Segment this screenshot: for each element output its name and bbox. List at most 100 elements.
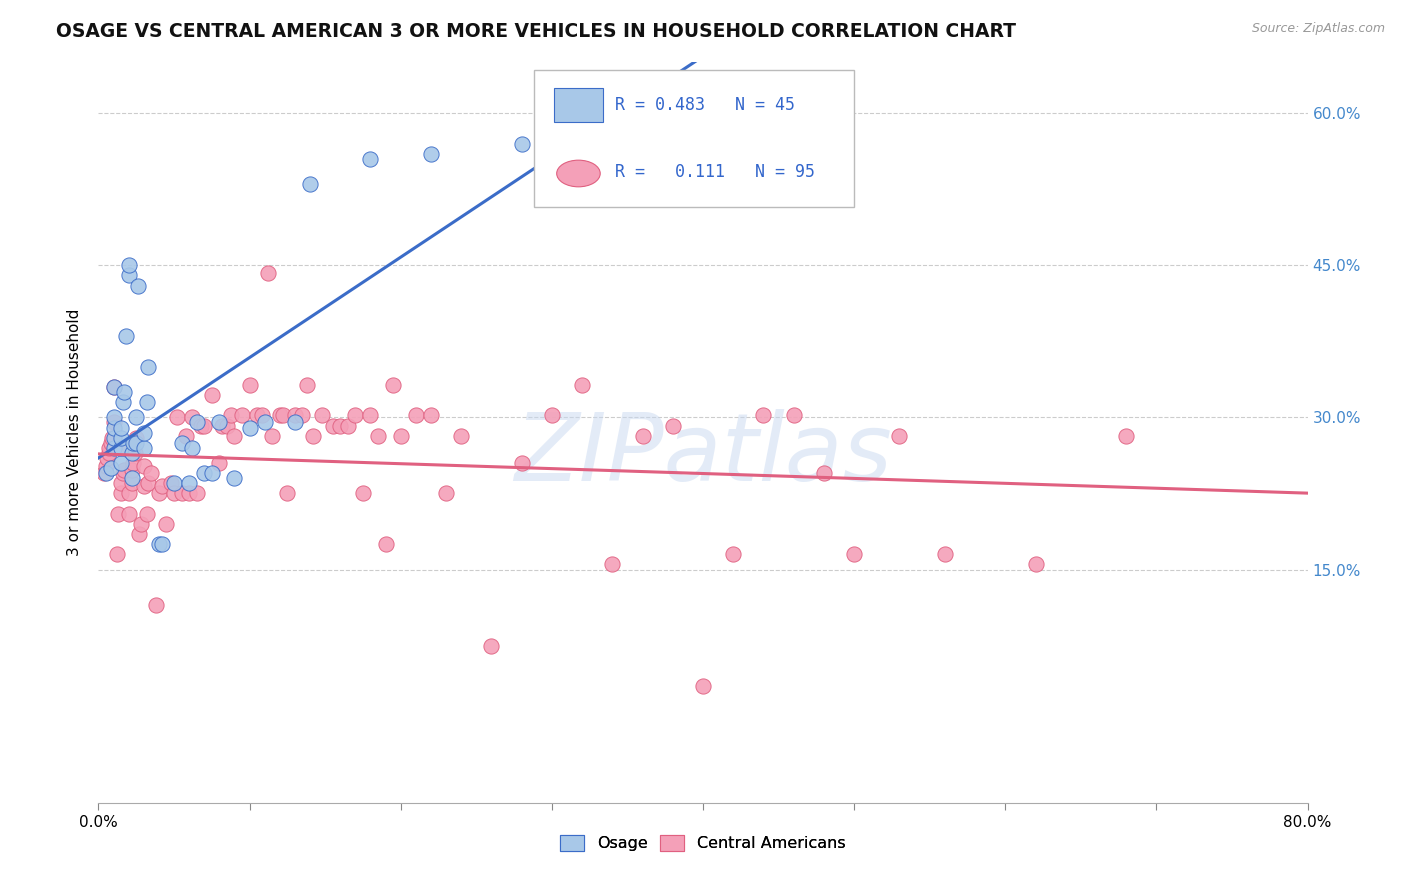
Point xyxy=(889,428,911,442)
Point xyxy=(94,466,117,480)
Point xyxy=(103,380,125,394)
Point xyxy=(110,431,132,445)
Point xyxy=(239,378,262,392)
Point xyxy=(284,416,307,430)
Point xyxy=(132,459,155,474)
Point xyxy=(121,471,143,485)
Point xyxy=(150,479,173,493)
Point xyxy=(201,466,224,480)
Point xyxy=(322,418,344,433)
Point xyxy=(110,441,132,455)
Point xyxy=(105,547,128,561)
Point xyxy=(201,388,224,402)
Point xyxy=(450,428,472,442)
Point xyxy=(186,486,208,500)
Point xyxy=(215,418,238,433)
Point xyxy=(127,278,149,293)
Point xyxy=(311,409,333,423)
Point xyxy=(98,446,121,460)
Point xyxy=(110,476,132,491)
Bar xyxy=(554,88,603,121)
Point xyxy=(250,409,273,423)
Point xyxy=(360,409,382,423)
Point xyxy=(190,418,212,433)
Point xyxy=(540,409,562,423)
Point xyxy=(98,441,121,455)
Point xyxy=(221,409,243,423)
Point xyxy=(208,456,231,470)
Point xyxy=(125,431,148,445)
Point xyxy=(112,385,135,400)
Text: Source: ZipAtlas.com: Source: ZipAtlas.com xyxy=(1251,22,1385,36)
Point xyxy=(118,486,141,500)
Point xyxy=(103,380,125,394)
Point xyxy=(110,486,132,500)
Point xyxy=(336,418,359,433)
Text: R =   0.111   N = 95: R = 0.111 N = 95 xyxy=(614,163,814,181)
Point xyxy=(844,547,866,561)
Point xyxy=(132,441,155,455)
Point xyxy=(160,476,183,491)
Point xyxy=(170,486,193,500)
Point xyxy=(276,486,298,500)
Point xyxy=(692,679,714,693)
Point xyxy=(239,420,262,434)
Point xyxy=(121,476,143,491)
Point xyxy=(170,435,193,450)
Point xyxy=(132,425,155,440)
Point xyxy=(367,428,389,442)
Point xyxy=(111,466,134,480)
Point xyxy=(136,359,159,374)
Point xyxy=(329,418,352,433)
Point xyxy=(135,395,157,409)
Point xyxy=(405,409,427,423)
Point xyxy=(186,416,208,430)
Point xyxy=(125,410,148,425)
Point xyxy=(128,527,150,541)
Point xyxy=(179,476,201,491)
Point xyxy=(179,486,201,500)
Point xyxy=(295,378,318,392)
Point xyxy=(111,395,134,409)
Point xyxy=(752,409,775,423)
Point xyxy=(122,435,145,450)
Point xyxy=(269,409,291,423)
Point xyxy=(723,547,745,561)
Point xyxy=(299,177,322,191)
Point xyxy=(231,409,253,423)
Point xyxy=(114,441,136,455)
Legend: Osage, Central Americans: Osage, Central Americans xyxy=(554,829,852,858)
Point xyxy=(103,416,125,430)
Point xyxy=(420,409,443,423)
Point xyxy=(112,463,135,477)
Point xyxy=(360,152,382,166)
Point xyxy=(181,441,204,455)
Point xyxy=(114,329,136,343)
Point xyxy=(420,146,443,161)
Point xyxy=(155,516,177,531)
Point xyxy=(96,450,118,465)
Point xyxy=(141,466,163,480)
Point xyxy=(150,537,173,551)
Point xyxy=(94,459,117,474)
Point xyxy=(813,466,835,480)
Point xyxy=(602,558,624,572)
Point xyxy=(224,428,246,442)
Point xyxy=(121,446,143,460)
Point xyxy=(107,507,129,521)
Point xyxy=(783,409,806,423)
Point xyxy=(148,537,170,551)
Point xyxy=(374,537,396,551)
Point xyxy=(934,547,956,561)
Point xyxy=(1115,428,1137,442)
Point xyxy=(291,409,314,423)
Point xyxy=(103,420,125,434)
Text: R = 0.483   N = 45: R = 0.483 N = 45 xyxy=(614,95,794,113)
Point xyxy=(271,409,294,423)
Point xyxy=(181,410,204,425)
Point xyxy=(100,435,122,450)
Point xyxy=(122,456,145,470)
Point xyxy=(118,507,141,521)
Point xyxy=(389,428,412,442)
Point xyxy=(129,516,152,531)
